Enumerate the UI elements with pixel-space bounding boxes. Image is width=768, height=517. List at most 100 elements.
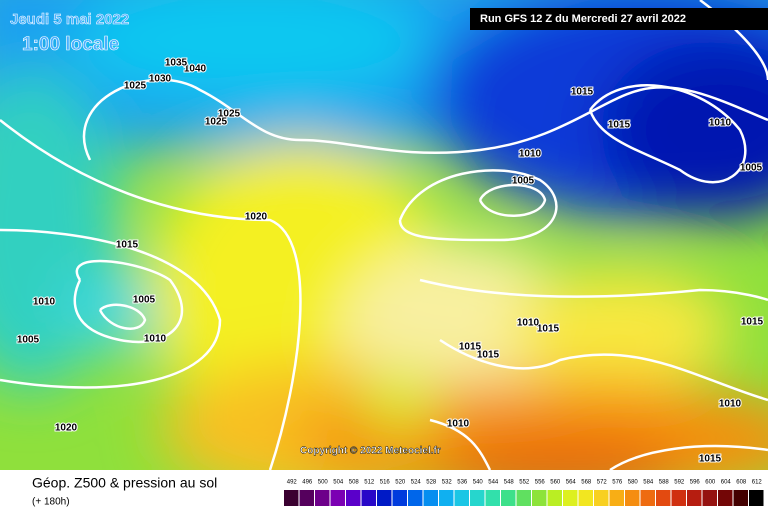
isobar-label: 1015 [459, 342, 482, 353]
legend-label: 516 [380, 480, 391, 486]
legend-swatch [454, 490, 469, 506]
legend-swatch [501, 490, 516, 506]
legend-label: 524 [411, 480, 422, 486]
run-info: Run GFS 12 Z du Mercredi 27 avril 2022 [480, 13, 686, 25]
legend-swatch [687, 490, 702, 506]
legend-label: 564 [566, 480, 577, 486]
isobar-label: 1035 [165, 58, 188, 69]
legend-label: 500 [318, 480, 329, 486]
legend-label: 556 [535, 480, 546, 486]
legend-label: 568 [581, 480, 592, 486]
isobar-label: 1015 [608, 120, 631, 131]
legend-label: 520 [395, 480, 406, 486]
legend-swatch [733, 490, 748, 506]
legend-label: 588 [659, 480, 670, 486]
isobar-label: 1025 [218, 109, 241, 120]
legend-label: 528 [426, 480, 437, 486]
isobar-label: 1005 [133, 295, 156, 306]
isobar-label: 1015 [741, 317, 764, 328]
isobar-label: 1020 [55, 423, 78, 434]
legend-label: 608 [736, 480, 747, 486]
date: Jeudi 5 mai 2022 [10, 11, 129, 28]
footer-lead: (+ 180h) [32, 497, 70, 508]
isobar-label: 1015 [116, 240, 139, 251]
legend-swatch [671, 490, 686, 506]
isobar-label: 1010 [709, 118, 732, 129]
legend-swatch [609, 490, 624, 506]
legend-swatch [377, 490, 392, 506]
legend-label: 560 [550, 480, 561, 486]
legend-swatch [423, 490, 438, 506]
isobar-label: 1040 [184, 64, 207, 75]
isobar-label: 1025 [205, 117, 228, 128]
time: 1:00 locale [22, 34, 119, 55]
isobar-label: 1015 [571, 87, 594, 98]
legend-swatch [392, 490, 407, 506]
legend-label: 592 [674, 480, 685, 486]
legend-swatch [640, 490, 655, 506]
legend-label: 552 [519, 480, 530, 486]
isobar-label: 1015 [477, 350, 500, 361]
legend-swatch [485, 490, 500, 506]
legend-swatch [439, 490, 454, 506]
legend-label: 572 [597, 480, 608, 486]
legend-swatch [299, 490, 314, 506]
legend-label: 512 [364, 480, 375, 486]
legend-label: 532 [442, 480, 453, 486]
legend-label: 536 [457, 480, 468, 486]
legend-swatch [656, 490, 671, 506]
isobar-label: 1010 [719, 399, 742, 410]
legend-label: 540 [473, 480, 484, 486]
legend-swatch [330, 490, 345, 506]
legend-label: 612 [752, 480, 763, 486]
legend-swatch [578, 490, 593, 506]
footer-title: Géop. Z500 & pression au sol [32, 475, 217, 491]
legend-label: 584 [643, 480, 654, 486]
legend-label: 504 [333, 480, 344, 486]
isobar-label: 1010 [519, 149, 542, 160]
isobar-label: 1005 [512, 176, 535, 187]
legend-label: 600 [705, 480, 716, 486]
run-banner [470, 8, 768, 30]
legend-label: 580 [628, 480, 639, 486]
isobar-label: 1010 [144, 334, 167, 345]
legend-swatch [408, 490, 423, 506]
isobar-label: 1005 [740, 163, 763, 174]
legend-swatch [470, 490, 485, 506]
legend-swatch [563, 490, 578, 506]
isobar-lines [0, 0, 768, 470]
legend-label: 496 [302, 480, 313, 486]
legend-swatch [625, 490, 640, 506]
legend-swatch [749, 490, 764, 506]
legend-swatch [516, 490, 531, 506]
legend-label: 604 [721, 480, 732, 486]
legend-swatch [702, 490, 717, 506]
isobar-label: 1010 [517, 318, 540, 329]
legend-swatch [532, 490, 547, 506]
copyright: Copyright © 2022 Meteociel.fr [300, 446, 441, 457]
isobar-label: 1025 [124, 81, 147, 92]
legend-swatch [718, 490, 733, 506]
legend-label: 544 [488, 480, 499, 486]
legend-swatch [284, 490, 299, 506]
legend-swatch [547, 490, 562, 506]
legend-swatch [346, 490, 361, 506]
legend-label: 576 [612, 480, 623, 486]
isobar-label: 1030 [149, 74, 172, 85]
isobar-label: 1015 [537, 324, 560, 335]
legend-label: 492 [287, 480, 298, 486]
isobar-label: 1010 [33, 297, 56, 308]
isobar-label: 1020 [245, 212, 268, 223]
isobar-label: 1015 [699, 454, 722, 465]
legend-swatch [594, 490, 609, 506]
isobar-label: 1005 [17, 335, 40, 346]
legend-swatch [315, 490, 330, 506]
legend-label: 508 [349, 480, 360, 486]
legend-label: 596 [690, 480, 701, 486]
color-legend: 492 496 500 504 508 512 516 520 524 528 532 536 540 5… [284, 480, 764, 506]
isobar-label: 1010 [447, 419, 470, 430]
legend-swatch [361, 490, 376, 506]
legend-label: 548 [504, 480, 515, 486]
